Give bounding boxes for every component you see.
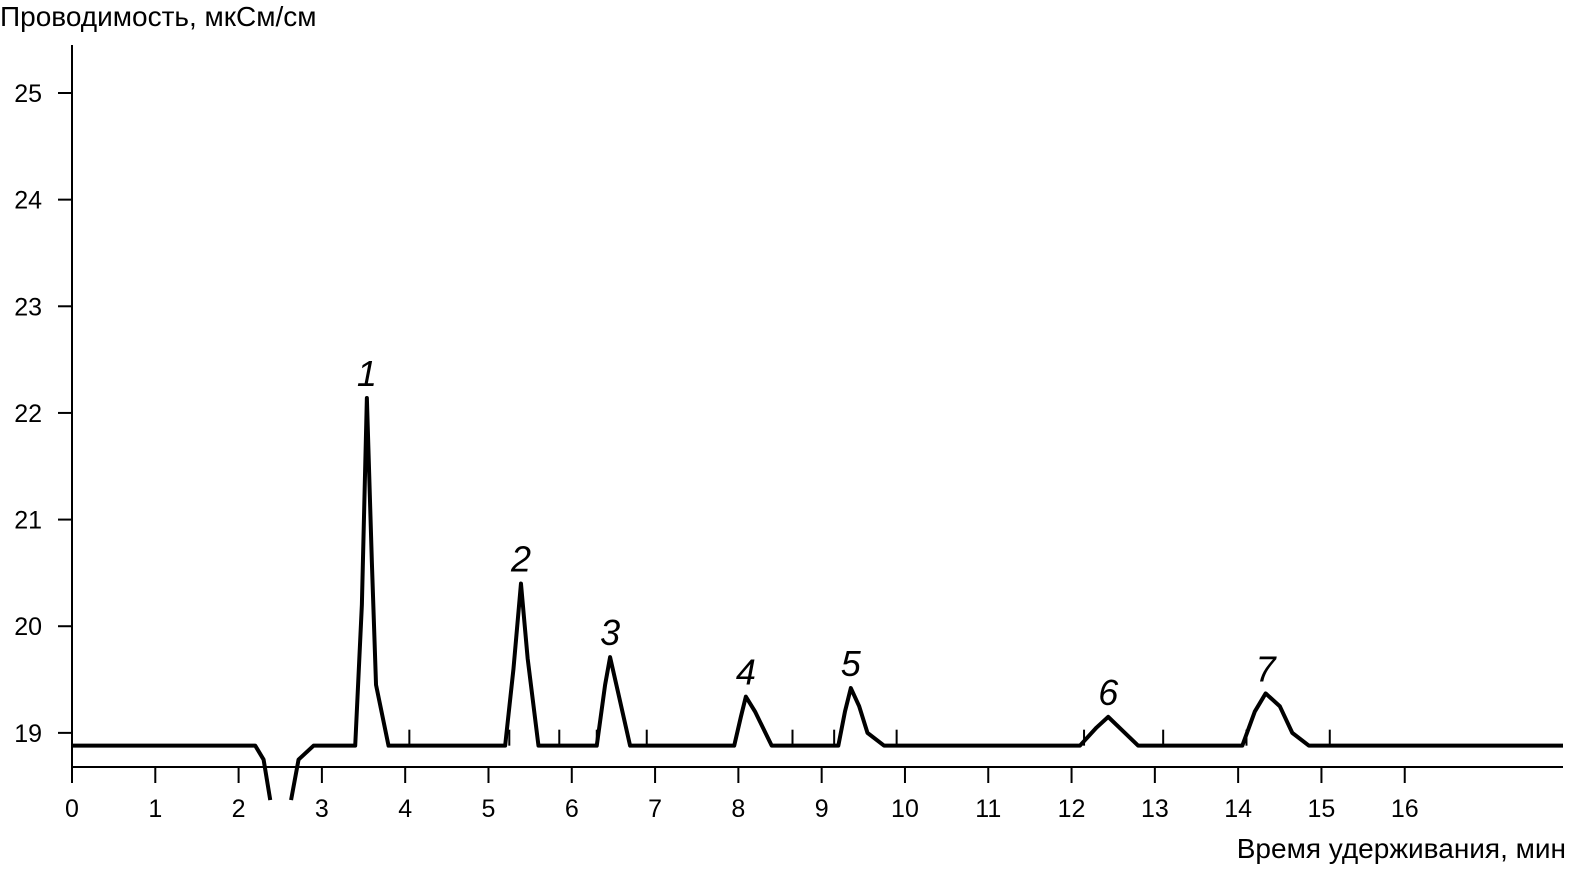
- x-axis-title: Время удерживания, мин: [1237, 833, 1566, 864]
- x-tick-label: 0: [65, 795, 79, 823]
- x-tick-label: 14: [1224, 795, 1252, 823]
- y-tick-label: 23: [14, 293, 42, 321]
- x-tick-label: 5: [482, 795, 496, 823]
- peak-label: 2: [510, 539, 531, 580]
- peak-label: 6: [1098, 672, 1119, 713]
- y-tick-label: 25: [14, 80, 42, 108]
- y-axis-title: Проводимость, мкСм/см: [0, 1, 317, 32]
- x-tick-label: 8: [731, 795, 745, 823]
- y-tick-label: 24: [14, 187, 42, 215]
- x-tick-label: 11: [975, 795, 1001, 823]
- x-tick-label: 16: [1391, 795, 1419, 823]
- x-tick-label: 2: [232, 795, 246, 823]
- y-tick-label: 20: [14, 613, 42, 641]
- chromatogram-line: [72, 396, 1563, 801]
- x-tick-label: 4: [398, 795, 412, 823]
- x-tick-label: 6: [565, 795, 579, 823]
- peak-label: 3: [600, 612, 620, 653]
- x-tick-label: 10: [891, 795, 919, 823]
- y-tick-label: 22: [14, 400, 42, 428]
- x-tick-label: 12: [1058, 795, 1086, 823]
- peak-label: 1: [357, 353, 377, 394]
- y-tick-label: 21: [14, 507, 42, 535]
- x-tick-label: 7: [648, 795, 662, 823]
- x-tick-label: 1: [148, 795, 162, 823]
- peak-label: 4: [736, 652, 756, 693]
- peak-label: 7: [1256, 648, 1278, 689]
- x-tick-label: 9: [815, 795, 829, 823]
- peak-label: 5: [841, 643, 862, 684]
- x-tick-label: 15: [1308, 795, 1336, 823]
- y-tick-label: 19: [14, 720, 42, 748]
- x-tick-label: 3: [315, 795, 329, 823]
- x-tick-label: 13: [1141, 795, 1169, 823]
